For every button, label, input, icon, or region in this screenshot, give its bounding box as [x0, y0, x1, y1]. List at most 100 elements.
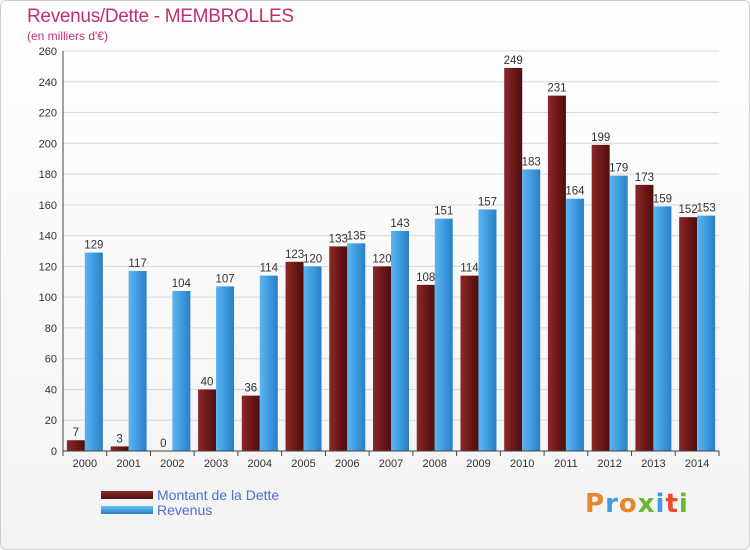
bar-debt	[285, 261, 304, 451]
y-tick-label: 180	[39, 169, 57, 181]
data-label-debt: 3	[116, 433, 122, 445]
data-label-revenue: 153	[697, 203, 716, 215]
bar-debt	[329, 246, 348, 451]
y-tick-label: 260	[39, 46, 57, 58]
y-tick-label: 100	[39, 292, 57, 304]
legend-item-debt: Montant de la Dette	[101, 486, 280, 503]
data-label-debt: 231	[547, 83, 566, 95]
x-tick-label: 2007	[379, 458, 403, 470]
data-label-debt: 40	[201, 376, 214, 388]
bar-revenue	[347, 243, 366, 451]
data-label-debt: 7	[73, 427, 79, 439]
data-label-debt: 152	[679, 204, 698, 216]
data-label-debt: 0	[160, 438, 166, 450]
proxiti-logo: Proxiti	[585, 489, 689, 519]
data-label-debt: 120	[372, 253, 391, 265]
data-label-revenue: 151	[434, 206, 453, 218]
y-tick-label: 160	[39, 200, 57, 212]
bar-debt	[416, 284, 435, 451]
y-tick-label: 20	[45, 415, 57, 427]
data-label-revenue: 143	[390, 218, 409, 230]
x-tick-label: 2004	[248, 458, 272, 470]
x-tick-label: 2010	[510, 458, 534, 470]
data-label-debt: 108	[416, 272, 435, 284]
bar-revenue	[434, 218, 453, 451]
logo-letter: i	[655, 489, 666, 519]
x-tick-label: 2008	[422, 458, 446, 470]
bar-debt	[373, 266, 391, 451]
y-tick-label: 0	[51, 446, 57, 458]
bar-debt	[110, 446, 129, 451]
data-label-revenue: 183	[522, 156, 541, 168]
x-tick-label: 2000	[73, 458, 97, 470]
x-tick-label: 2006	[335, 458, 359, 470]
data-label-debt: 173	[635, 172, 654, 184]
bar-revenue	[697, 215, 716, 451]
legend: Montant de la Dette Revenus	[101, 486, 280, 518]
logo-letter: r	[605, 489, 619, 519]
chart-subtitle: (en milliers d'€)	[27, 29, 108, 43]
logo-letter: o	[618, 489, 638, 519]
x-tick-label: 2014	[685, 458, 709, 470]
bar-revenue	[216, 286, 235, 451]
bar-revenue	[522, 169, 541, 451]
data-label-revenue: 179	[609, 163, 628, 175]
bar-debt	[460, 275, 479, 451]
bar-revenue	[565, 198, 584, 451]
x-tick-label: 2011	[554, 458, 578, 470]
bar-debt	[198, 389, 217, 451]
bar-revenue	[478, 209, 497, 451]
data-label-revenue: 159	[653, 193, 672, 205]
bar-debt	[679, 217, 698, 451]
logo-letter: x	[637, 489, 656, 519]
x-tick-label: 2009	[466, 458, 490, 470]
y-tick-label: 40	[45, 384, 57, 396]
x-tick-label: 2013	[641, 458, 665, 470]
logo-letter: i	[678, 489, 689, 519]
bar-debt	[504, 67, 523, 451]
bar-debt	[241, 395, 260, 451]
data-label-revenue: 164	[565, 186, 585, 198]
y-tick-label: 220	[39, 108, 57, 120]
bar-debt	[66, 440, 85, 451]
x-tick-label: 2003	[204, 458, 228, 470]
legend-label-debt: Montant de la Dette	[157, 486, 280, 503]
bar-debt	[635, 184, 654, 451]
data-label-revenue: 107	[215, 273, 234, 285]
legend-label-revenue: Revenus	[157, 501, 213, 518]
chart-title: Revenus/Dette - MEMBROLLES	[27, 6, 294, 27]
bar-revenue	[609, 175, 628, 451]
legend-swatch-debt	[101, 490, 153, 499]
data-label-revenue: 114	[260, 263, 279, 275]
bar-revenue	[391, 231, 409, 451]
data-label-debt: 133	[329, 233, 348, 245]
bar-revenue	[172, 291, 191, 451]
x-tick-label: 2002	[160, 458, 184, 470]
data-label-revenue: 129	[84, 240, 103, 252]
data-label-revenue: 120	[303, 253, 322, 265]
bar-revenue	[303, 266, 322, 451]
data-label-debt: 249	[504, 55, 523, 67]
x-tick-label: 2012	[597, 458, 621, 470]
x-tick-label: 2001	[116, 458, 140, 470]
bar-revenue	[128, 271, 147, 451]
bar-revenue	[653, 206, 672, 451]
x-tick-label: 2005	[291, 458, 315, 470]
y-tick-label: 240	[39, 77, 57, 89]
y-tick-label: 60	[45, 354, 57, 366]
bar-debt	[591, 144, 610, 451]
data-label-debt: 123	[285, 249, 304, 261]
data-label-revenue: 104	[172, 278, 192, 290]
data-label-debt: 114	[460, 263, 479, 275]
bar-debt	[547, 95, 566, 451]
y-tick-label: 120	[39, 261, 57, 273]
logo-letter: P	[585, 489, 606, 519]
data-label-debt: 199	[591, 132, 610, 144]
legend-swatch-revenue	[101, 505, 153, 514]
data-label-revenue: 117	[128, 258, 146, 270]
legend-item-revenue: Revenus	[101, 501, 279, 518]
bar-revenue	[84, 252, 103, 451]
logo-letter: t	[665, 489, 679, 519]
